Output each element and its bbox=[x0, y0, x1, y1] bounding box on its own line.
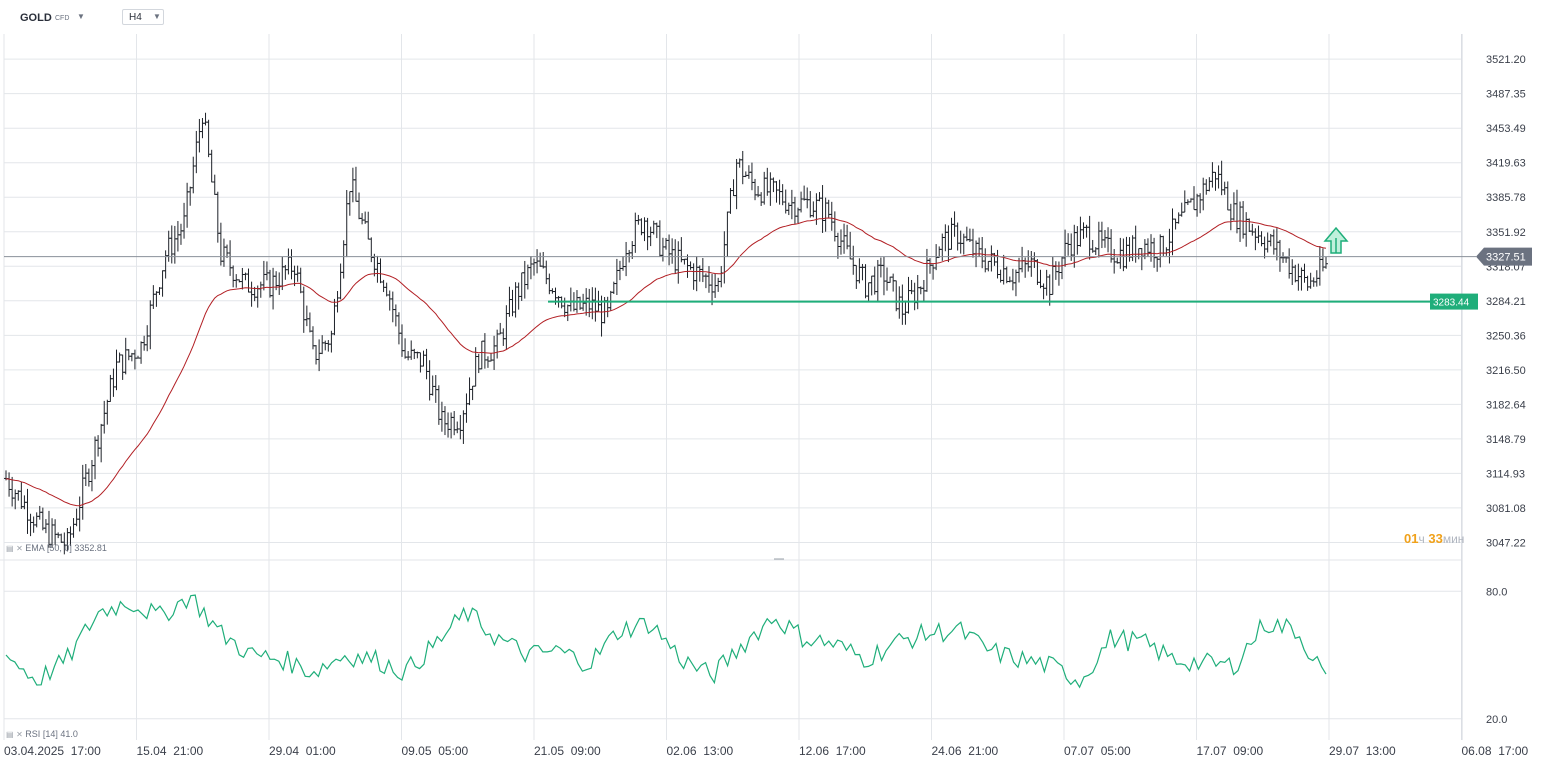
support-price-tag: 3283.44 bbox=[1430, 293, 1478, 310]
rsi-axis: 80.0 20.0 bbox=[1486, 586, 1507, 726]
current-price-label: 3327.51 bbox=[1486, 252, 1526, 264]
symbol-dropdown-icon[interactable]: ▼ bbox=[77, 12, 85, 21]
time-tick-label: 24.06 21:00 bbox=[932, 744, 999, 758]
price-tick-label: 3148.79 bbox=[1486, 434, 1526, 446]
time-tick-label: 29.07 13:00 bbox=[1329, 744, 1396, 758]
countdown-minutes-unit: мин bbox=[1442, 532, 1465, 546]
candle-countdown: 01ч 33мин bbox=[1404, 531, 1464, 546]
price-tick-label: 3385.78 bbox=[1486, 192, 1526, 204]
time-tick-label: 09.05 05:00 bbox=[402, 744, 469, 758]
countdown-hours-unit: ч bbox=[1418, 532, 1425, 546]
price-tick-label: 3453.49 bbox=[1486, 123, 1526, 135]
close-icon[interactable]: ✕ bbox=[16, 544, 23, 553]
price-tick-label: 3081.08 bbox=[1486, 503, 1526, 515]
price-tick-label: 3487.35 bbox=[1486, 89, 1526, 101]
rsi-line bbox=[5, 594, 1327, 689]
symbol-type: CFD bbox=[55, 15, 70, 22]
ema-legend-params: [50, 0] bbox=[46, 543, 72, 553]
price-tick-label: 3419.63 bbox=[1486, 158, 1526, 170]
price-tick-label: 3216.50 bbox=[1486, 365, 1526, 377]
ema-line bbox=[5, 217, 1327, 507]
price-tick-label: 3114.93 bbox=[1486, 468, 1525, 480]
indicator-menu-icon[interactable]: ▤ bbox=[6, 730, 14, 739]
chevron-down-icon: ▼ bbox=[153, 12, 161, 21]
price-axis[interactable]: 3521.20 3487.35 3453.49 3419.63 3385.78 3351.… bbox=[1486, 54, 1526, 549]
time-tick-label: 15.04 21:00 bbox=[137, 744, 204, 758]
ema-legend[interactable]: ▤ ✕ EMA [50, 0] 3352.81 bbox=[6, 543, 107, 553]
rsi-tick-label: 20.0 bbox=[1486, 714, 1507, 726]
time-tick-label: 21.05 09:00 bbox=[534, 744, 601, 758]
grid-lines bbox=[3, 34, 1462, 740]
support-price-tag-bg bbox=[1430, 293, 1478, 310]
countdown-hours: 01 bbox=[1404, 531, 1419, 546]
rsi-legend-name: RSI bbox=[25, 729, 41, 739]
price-tick-label: 3284.21 bbox=[1486, 296, 1526, 308]
close-icon[interactable]: ✕ bbox=[16, 730, 23, 739]
up-arrow-icon bbox=[1323, 226, 1349, 254]
time-tick-label: 07.07 05:00 bbox=[1064, 744, 1131, 758]
rsi-legend[interactable]: ▤ ✕ RSI [14] 41.0 bbox=[6, 729, 78, 739]
timeframe-select[interactable]: H4 ▼ bbox=[122, 9, 164, 25]
price-tick-label: 3521.20 bbox=[1486, 54, 1526, 66]
price-tick-label: 3182.64 bbox=[1486, 399, 1526, 411]
ema-legend-value: 3352.81 bbox=[74, 543, 107, 553]
timeframe-label: H4 bbox=[129, 12, 142, 23]
symbol-name[interactable]: GOLD bbox=[20, 12, 52, 24]
time-tick-label: 06.08 17:00 bbox=[1462, 744, 1529, 758]
support-price-label: 3283.44 bbox=[1433, 298, 1470, 309]
indicator-menu-icon[interactable]: ▤ bbox=[6, 544, 14, 553]
time-tick-label: 03.04.2025 17:00 bbox=[4, 744, 101, 758]
price-tick-label: 3250.36 bbox=[1486, 330, 1526, 342]
rsi-legend-params: [14] bbox=[42, 729, 58, 739]
current-price-tag: 3327.51 bbox=[1476, 247, 1532, 266]
rsi-tick-label: 80.0 bbox=[1486, 586, 1507, 598]
price-tick-label: 3351.92 bbox=[1486, 227, 1526, 239]
ema-legend-name: EMA bbox=[25, 543, 45, 553]
time-tick-label: 29.04 01:00 bbox=[269, 744, 336, 758]
time-tick-label: 17.07 09:00 bbox=[1197, 744, 1264, 758]
time-axis[interactable]: 03.04.2025 17:00 15.04 21:00 29.04 01:00 09… bbox=[4, 744, 1529, 758]
price-tick-label: 3047.22 bbox=[1486, 537, 1526, 549]
countdown-minutes: 33 bbox=[1428, 531, 1443, 546]
current-price-tag-bg bbox=[1476, 247, 1532, 266]
time-tick-label: 12.06 17:00 bbox=[799, 744, 866, 758]
rsi-legend-value: 41.0 bbox=[60, 729, 78, 739]
chart-header: GOLD CFD ▼ H4 ▼ bbox=[0, 0, 1460, 34]
time-tick-label: 02.06 13:00 bbox=[667, 744, 734, 758]
